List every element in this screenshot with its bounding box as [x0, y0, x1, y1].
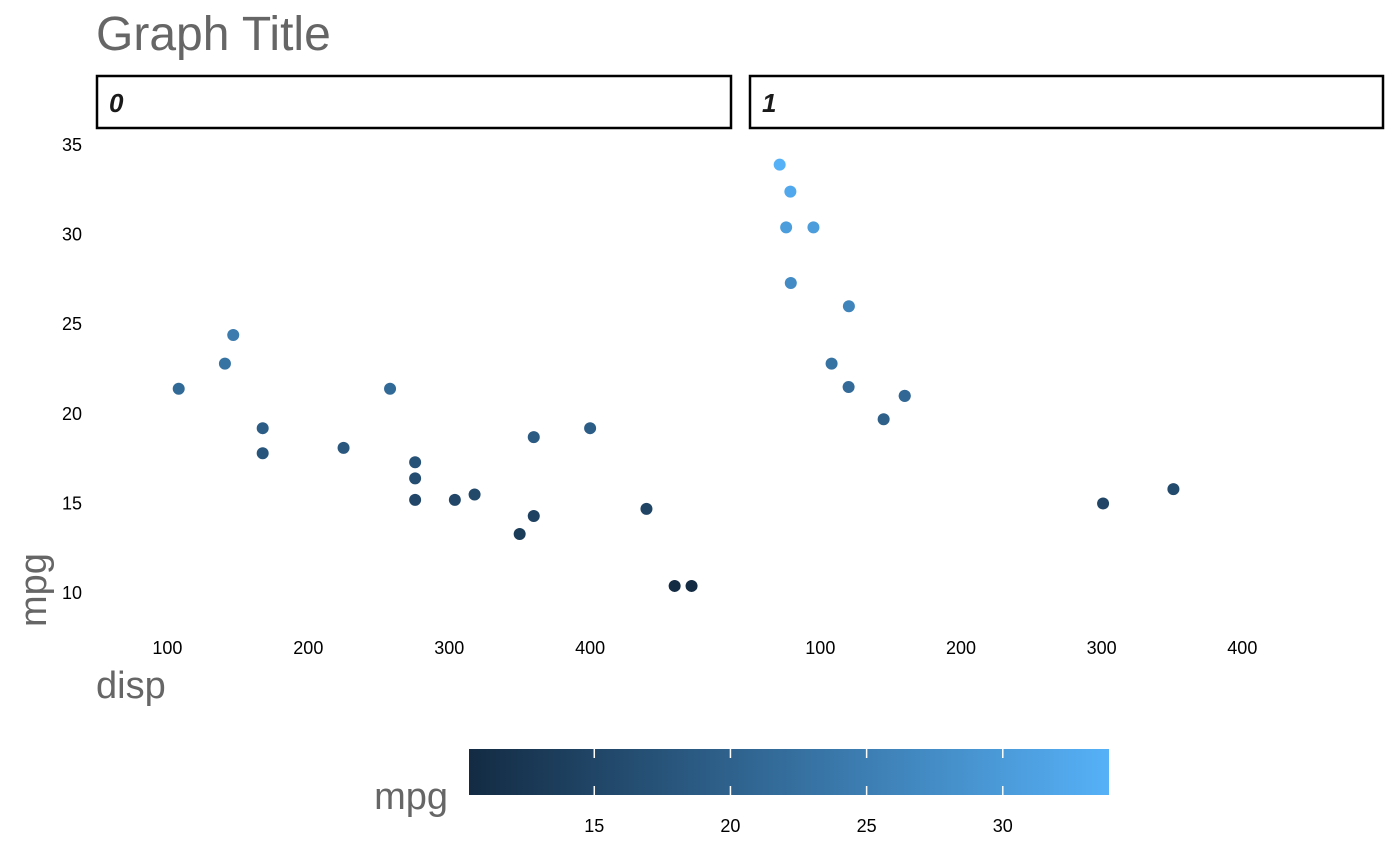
data-point [468, 488, 481, 501]
y-axis-ticks: 10 15 20 25 30 35 [62, 135, 82, 603]
chart-title: Graph Title [96, 8, 331, 61]
legend-ticks: 15 20 25 30 [584, 749, 1013, 836]
y-tick-label: 10 [62, 583, 82, 603]
data-point [842, 300, 855, 313]
data-point [513, 527, 526, 540]
legend-tick-label: 30 [993, 816, 1013, 836]
x-tick-label: 200 [293, 638, 323, 658]
data-point [640, 502, 653, 515]
legend-tick-label: 20 [720, 816, 740, 836]
data-point [527, 510, 540, 523]
x-tick-label: 100 [152, 638, 182, 658]
x-tick-label: 300 [1087, 638, 1117, 658]
data-point [877, 413, 890, 426]
y-tick-label: 20 [62, 404, 82, 424]
data-point [256, 447, 269, 460]
data-point [807, 221, 820, 234]
scatter-points [172, 158, 1180, 592]
data-point [409, 456, 422, 469]
facet-label-1: 1 [762, 88, 776, 118]
data-point [172, 382, 185, 395]
x-tick-label: 100 [805, 638, 835, 658]
x-tick-label: 300 [434, 638, 464, 658]
data-point [1097, 497, 1110, 510]
legend-tick-label: 25 [857, 816, 877, 836]
data-point [784, 185, 797, 198]
data-point [409, 472, 422, 485]
data-point [780, 221, 793, 234]
x-tick-label: 200 [946, 638, 976, 658]
x-tick-label: 400 [1227, 638, 1257, 658]
data-point [227, 328, 240, 341]
data-point [842, 380, 855, 393]
data-point [384, 382, 397, 395]
data-point [256, 422, 269, 435]
data-point [685, 579, 698, 592]
data-point [527, 431, 540, 444]
data-point [825, 357, 838, 370]
x-axis-title: disp [96, 665, 166, 707]
data-point [218, 357, 231, 370]
data-point [1167, 483, 1180, 496]
y-tick-label: 25 [62, 314, 82, 334]
y-tick-label: 35 [62, 135, 82, 155]
y-axis-title: mpg [13, 553, 55, 627]
facet-label-0: 0 [109, 88, 124, 118]
data-point [773, 158, 786, 171]
facet-strip-1 [748, 74, 1385, 130]
data-point [448, 493, 461, 506]
x-tick-label: 400 [575, 638, 605, 658]
y-tick-label: 30 [62, 225, 82, 245]
data-point [409, 493, 422, 506]
data-point [784, 276, 797, 289]
data-point [584, 422, 597, 435]
legend-title: mpg [374, 776, 448, 818]
data-point [898, 389, 911, 402]
facet-strip-0 [95, 74, 733, 130]
legend-tick-label: 15 [584, 816, 604, 836]
x-axis-ticks: 100 200 300 400 100 200 300 400 [152, 638, 1257, 658]
legend-colorbar [469, 749, 1109, 795]
data-point [668, 579, 681, 592]
y-tick-label: 15 [62, 493, 82, 513]
data-point [337, 441, 350, 454]
